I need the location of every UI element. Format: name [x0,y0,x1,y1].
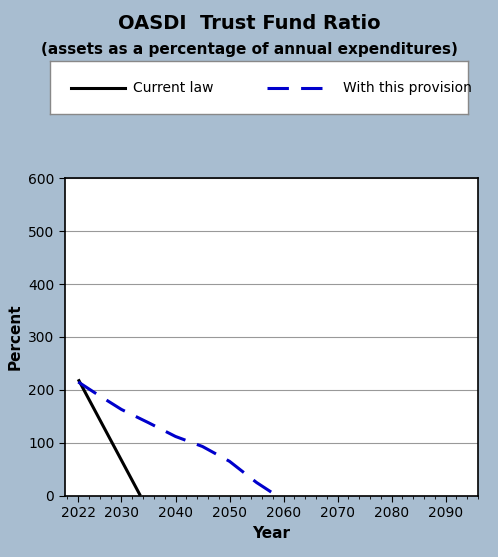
Text: Current law: Current law [133,81,214,95]
X-axis label: Year: Year [252,526,290,541]
Text: OASDI  Trust Fund Ratio: OASDI Trust Fund Ratio [118,14,380,33]
Y-axis label: Percent: Percent [7,304,22,370]
Text: (assets as a percentage of annual expenditures): (assets as a percentage of annual expend… [40,42,458,57]
Text: With this provision: With this provision [343,81,472,95]
